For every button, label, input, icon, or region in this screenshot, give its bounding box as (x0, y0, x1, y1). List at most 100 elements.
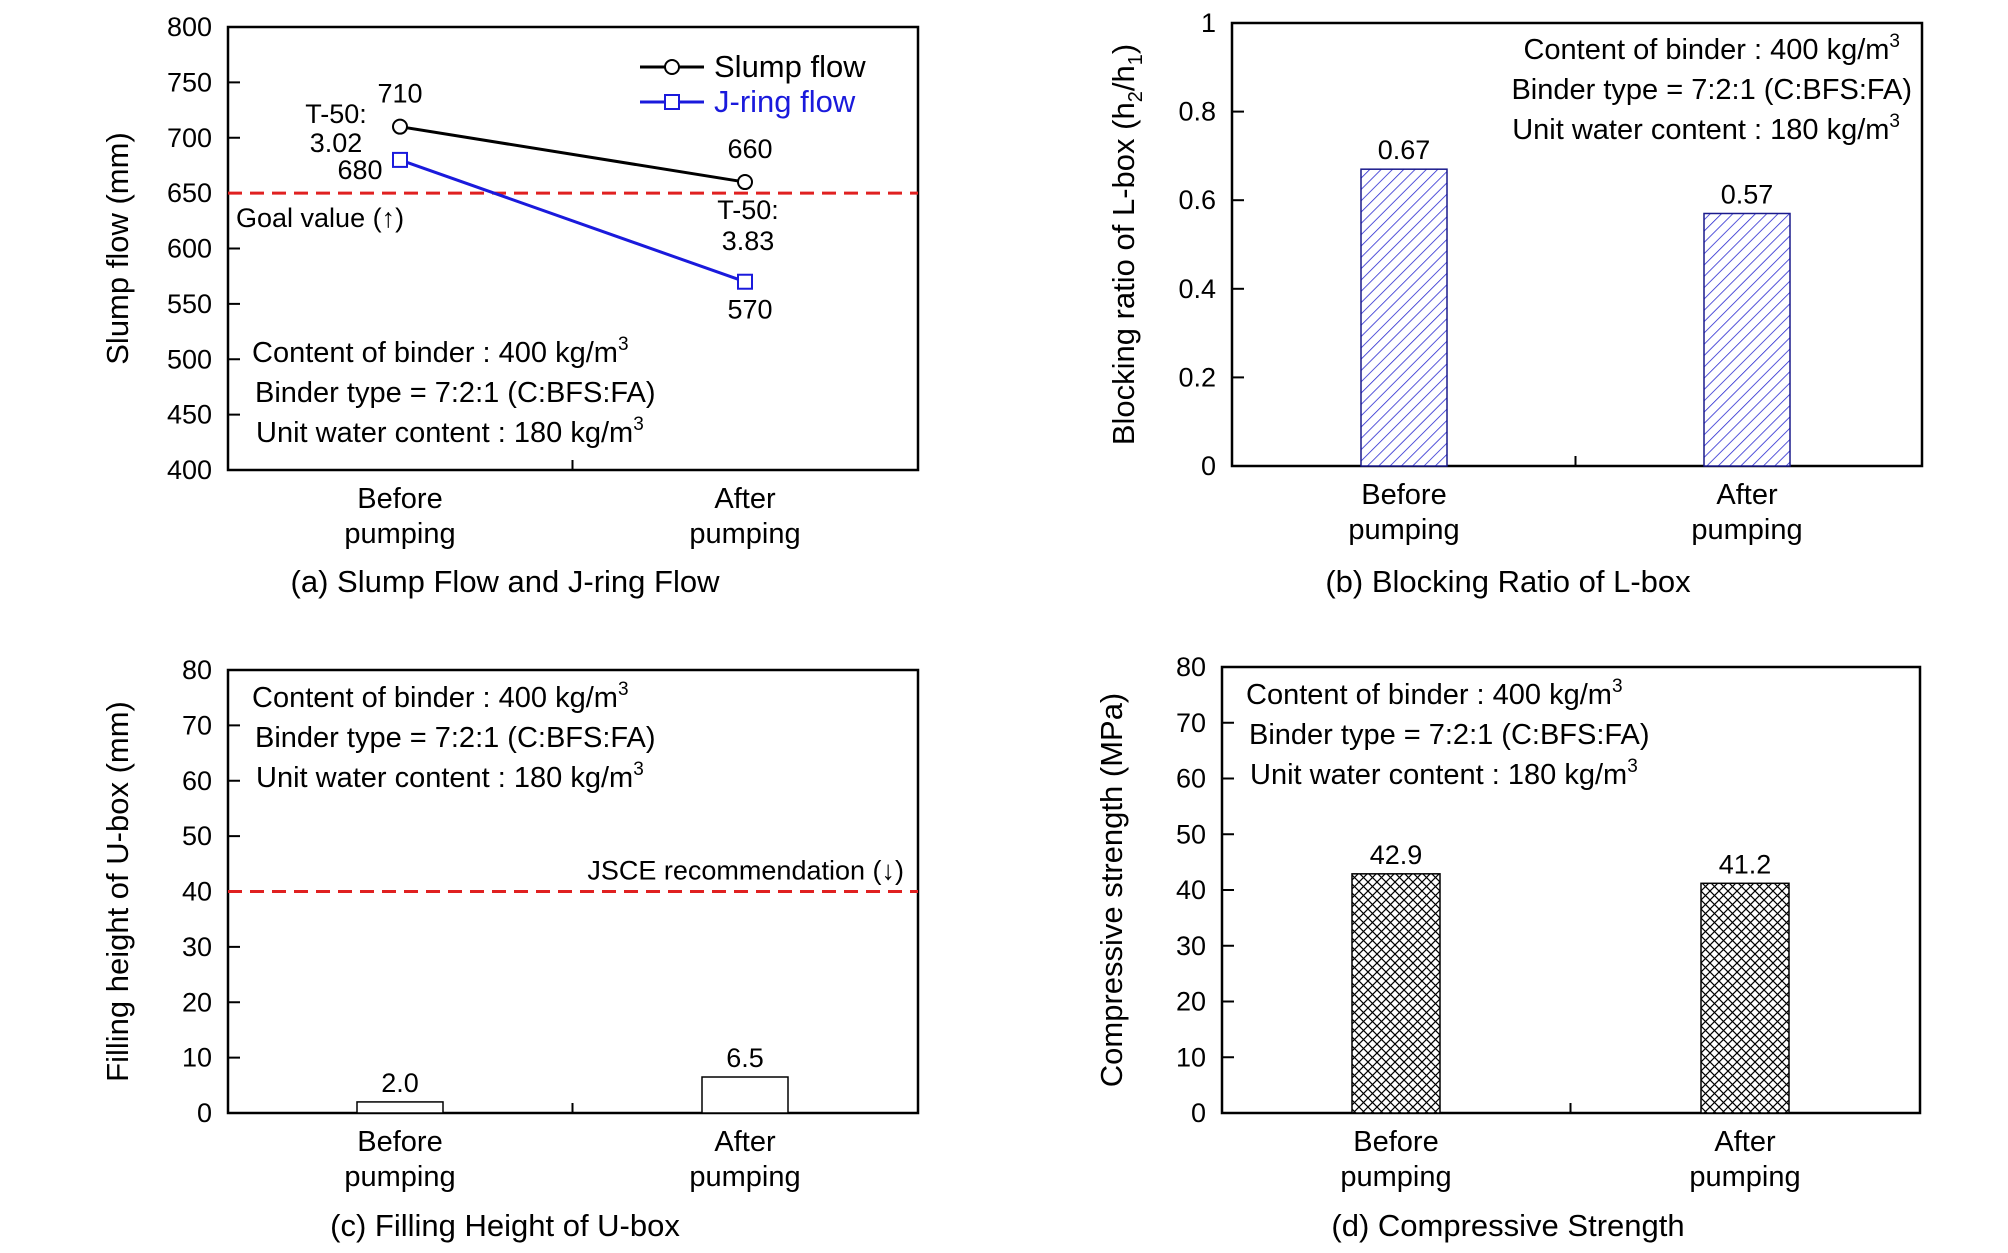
data-point (737, 273, 753, 290)
y-axis-label: Slump flow (mm) (100, 132, 135, 365)
data-point (392, 118, 408, 135)
y-tick-label: 0 (197, 1098, 212, 1128)
note-line: Binder type = 7:2:1 (C:BFS:FA) (255, 722, 656, 754)
y-tick-label: 40 (1176, 875, 1206, 905)
y-tick-label: 10 (1176, 1042, 1206, 1072)
y-tick-label: 60 (1176, 764, 1206, 794)
note-line: Unit water content : 180 kg/m3 (256, 759, 644, 794)
x-tick-label-line: Before (1353, 1126, 1438, 1158)
x-tick-label-line: After (714, 483, 776, 515)
note-line: Content of binder : 400 kg/m3 (1523, 31, 1900, 66)
reference-line-label: Goal value (↑) (236, 203, 404, 233)
y-tick-label: 400 (167, 455, 212, 485)
y-tick-label: 550 (167, 289, 212, 319)
y-tick-label: 30 (182, 932, 212, 962)
annotation: T-50:3.83 (717, 195, 779, 256)
bar (356, 1101, 444, 1114)
data-label: 660 (727, 134, 772, 164)
x-tick-label-line: After (1716, 479, 1778, 511)
note-line: Binder type = 7:2:1 (C:BFS:FA) (255, 377, 656, 409)
annotation-line: 3.02 (310, 128, 363, 158)
bar-value-label: 0.67 (1378, 135, 1431, 165)
chart-d: 01020304050607080BeforepumpingAfterpumpi… (1094, 652, 1922, 1243)
y-tick-label: 40 (182, 877, 212, 907)
bar-value-label: 6.5 (726, 1043, 764, 1073)
x-tick-label-line: pumping (1348, 514, 1459, 546)
y-tick-label: 20 (182, 987, 212, 1017)
note-line: Binder type = 7:2:1 (C:BFS:FA) (1511, 74, 1912, 106)
y-tick-label: 0.6 (1178, 185, 1216, 215)
x-tick-label-line: After (1714, 1126, 1776, 1158)
x-tick-label-line: Before (1361, 479, 1446, 511)
bar-value-label: 2.0 (381, 1068, 419, 1098)
x-tick-label-line: pumping (1340, 1161, 1451, 1193)
series-line (399, 125, 746, 184)
annotation-line: T-50: (717, 195, 779, 225)
y-tick-label: 80 (182, 655, 212, 685)
bar (1700, 882, 1790, 1114)
y-tick-label: 0 (1201, 451, 1216, 481)
y-tick-label: 700 (167, 123, 212, 153)
y-tick-label: 600 (167, 234, 212, 264)
data-label: 680 (337, 155, 382, 185)
data-label: 710 (377, 79, 422, 109)
chart-caption: (d) Compressive Strength (1331, 1208, 1684, 1243)
y-axis-label: Filling height of U-box (mm) (100, 701, 135, 1082)
x-tick-label-line: pumping (1689, 1161, 1800, 1193)
y-tick-label: 750 (167, 67, 212, 97)
x-tick-label-line: pumping (344, 1161, 455, 1193)
y-tick-label: 20 (1176, 987, 1206, 1017)
data-point (737, 174, 753, 191)
x-tick-label-line: pumping (689, 1161, 800, 1193)
y-tick-label: 0.4 (1178, 274, 1216, 304)
y-tick-label: 70 (1176, 708, 1206, 738)
x-tick-label-line: pumping (344, 518, 455, 550)
y-tick-label: 450 (167, 400, 212, 430)
data-label: 570 (727, 295, 772, 325)
series-line (399, 158, 746, 284)
chart-caption: (c) Filling Height of U-box (330, 1208, 680, 1243)
plot-frame (1230, 21, 1924, 468)
data-point (392, 151, 408, 168)
note-line: Unit water content : 180 kg/m3 (256, 414, 644, 449)
note-line: Unit water content : 180 kg/m3 (1250, 756, 1638, 791)
chart-caption: (b) Blocking Ratio of L-box (1325, 564, 1691, 599)
bar (1703, 212, 1791, 467)
bar-value-label: 41.2 (1719, 849, 1772, 879)
y-tick-label: 500 (167, 344, 212, 374)
y-tick-label: 30 (1176, 931, 1206, 961)
x-tick-label-line: pumping (689, 518, 800, 550)
x-tick-label-line: pumping (1691, 514, 1802, 546)
chart-b: 00.20.40.60.81BeforepumpingAfterpumpingB… (1106, 8, 1924, 599)
y-tick-label: 80 (1176, 652, 1206, 682)
bar (1360, 168, 1448, 467)
annotation-line: T-50: (305, 99, 367, 129)
annotation-line: 3.83 (722, 226, 775, 256)
note-line: Content of binder : 400 kg/m3 (252, 334, 629, 369)
y-tick-label: 0.2 (1178, 362, 1216, 392)
y-tick-label: 0.8 (1178, 97, 1216, 127)
y-tick-label: 650 (167, 178, 212, 208)
y-tick-label: 0 (1191, 1098, 1206, 1128)
chart-c: 01020304050607080BeforepumpingAfterpumpi… (100, 655, 920, 1243)
y-tick-label: 50 (1176, 819, 1206, 849)
y-tick-label: 70 (182, 710, 212, 740)
bar (1351, 873, 1441, 1114)
legend-label: J-ring flow (714, 84, 856, 119)
x-tick-label-line: After (714, 1126, 776, 1158)
y-axis-label: Blocking ratio of L-box (h2/h1) (1106, 44, 1147, 445)
chart-a: 400450500550600650700750800Beforepumping… (100, 12, 920, 599)
y-tick-label: 1 (1201, 8, 1216, 38)
note-line: Binder type = 7:2:1 (C:BFS:FA) (1249, 719, 1650, 751)
y-axis-label: Compressive strength (MPa) (1094, 693, 1129, 1088)
x-tick-label-line: Before (357, 1126, 442, 1158)
